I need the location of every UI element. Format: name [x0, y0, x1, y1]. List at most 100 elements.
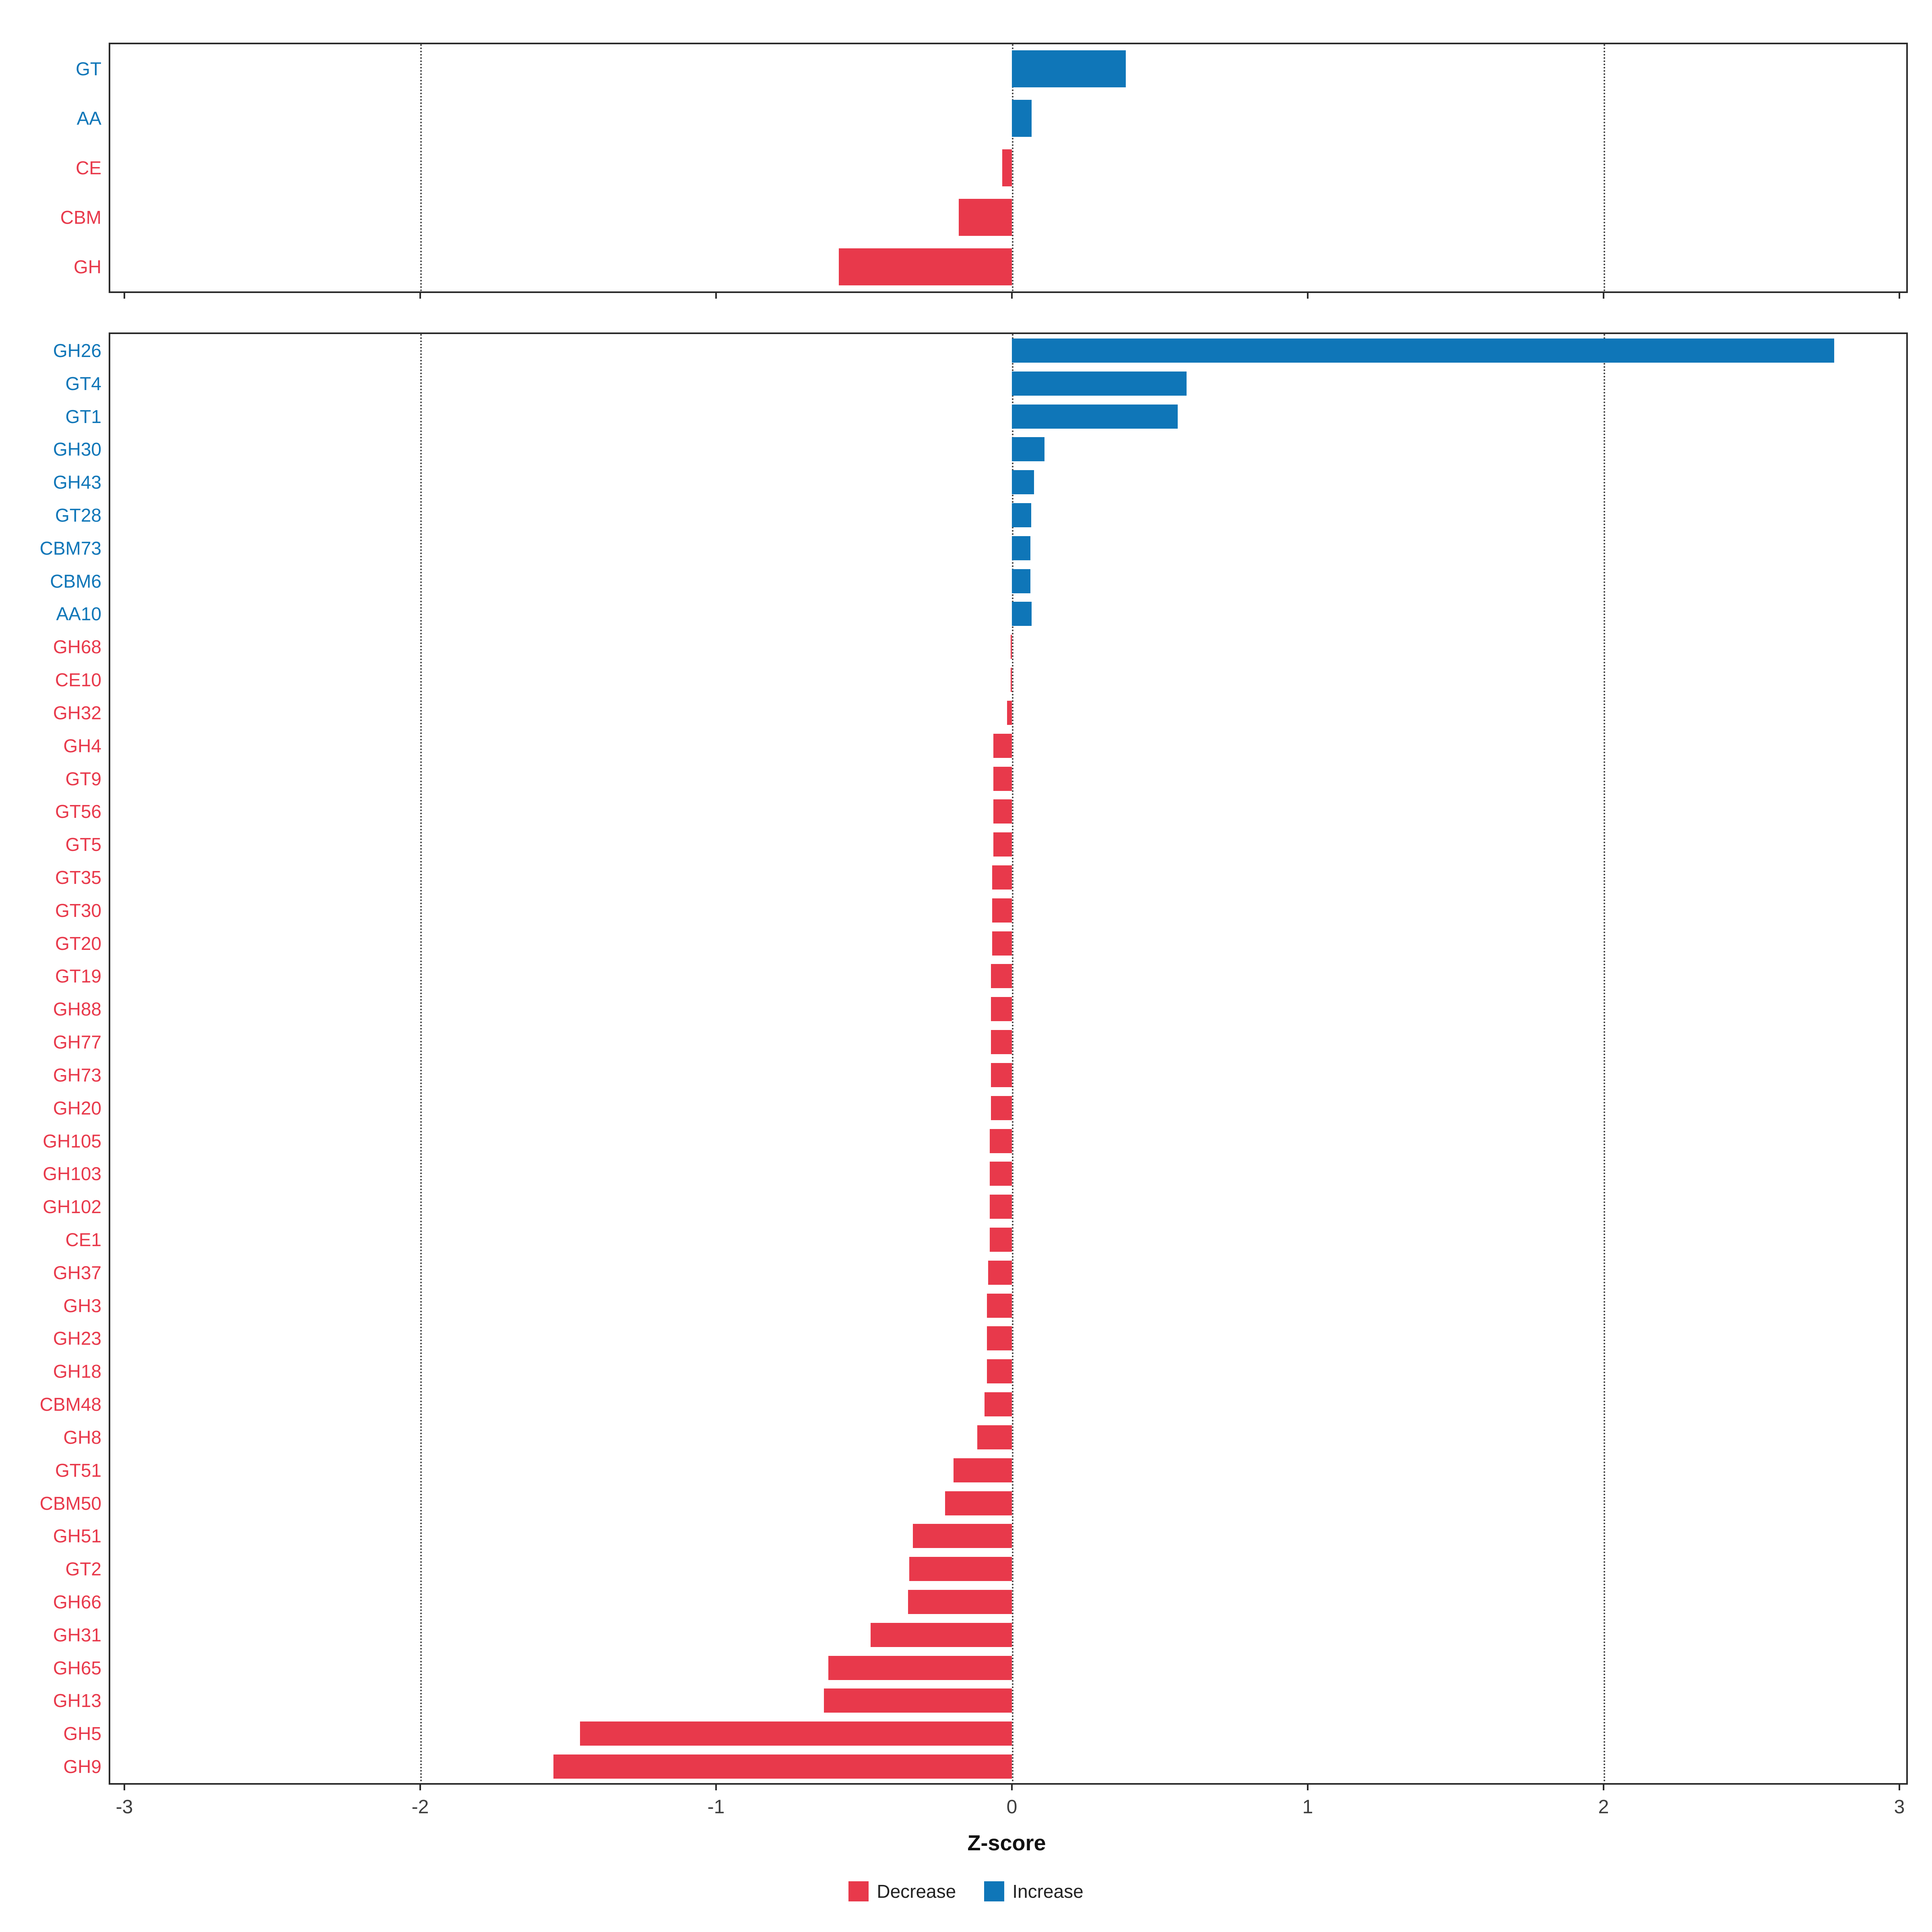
legend-swatch — [848, 1881, 869, 1901]
gridline — [420, 44, 422, 291]
x-tick-mark — [715, 1783, 717, 1790]
x-tick-mark — [1603, 1783, 1604, 1790]
bar — [1012, 503, 1031, 527]
bar — [1012, 569, 1031, 593]
y-tick-label: GT19 — [55, 966, 101, 987]
y-tick-label: GH31 — [53, 1624, 101, 1645]
bar — [993, 766, 1012, 791]
bar — [992, 931, 1012, 956]
cazyme-family-panel: GH26 GT4 GT1 GH30 GH43 GT28 CBM73 CBM6 AA10 GH68 C… — [40, 332, 1908, 1790]
x-tick-label: 1 — [1302, 1796, 1313, 1818]
bar — [824, 1688, 1012, 1713]
y-tick-label: GT4 — [65, 373, 101, 394]
legend: Decrease Increase — [0, 1880, 1932, 1902]
y-tick-label: GT9 — [65, 768, 101, 789]
bar — [993, 733, 1012, 758]
y-tick-label: GH3 — [63, 1295, 101, 1316]
y-tick-label: GH5 — [63, 1723, 101, 1744]
bar — [954, 1458, 1012, 1482]
y-tick-label: CE1 — [65, 1229, 101, 1250]
y-tick-label: GH66 — [53, 1591, 101, 1612]
bar — [1012, 536, 1031, 560]
bar — [1012, 437, 1044, 462]
y-tick-label: GH23 — [53, 1328, 101, 1349]
bar — [977, 1425, 1012, 1449]
y-tick-label: CBM48 — [39, 1394, 101, 1415]
x-tick-mark — [715, 291, 717, 299]
bar — [580, 1721, 1012, 1746]
y-tick-label: GT28 — [55, 505, 101, 526]
bar — [1012, 100, 1032, 137]
bar — [993, 799, 1012, 824]
y-tick-label: CE10 — [55, 669, 101, 691]
y-tick-label: GH32 — [53, 702, 101, 723]
x-tick-mark — [419, 1783, 421, 1790]
y-tick-label: GT1 — [65, 406, 101, 427]
gridline — [1604, 334, 1605, 1783]
x-tick-mark — [1899, 291, 1900, 299]
bar — [991, 1096, 1012, 1120]
bar — [1012, 371, 1187, 396]
bar — [912, 1524, 1012, 1548]
bar — [839, 248, 1012, 285]
bar — [1007, 700, 1012, 725]
y-tick-label: AA — [76, 108, 101, 129]
y-tick-label: GH4 — [63, 735, 101, 756]
bar — [989, 1228, 1012, 1252]
y-tick-label: GH26 — [53, 340, 101, 361]
bar — [992, 898, 1012, 923]
x-axis-title: Z-score — [967, 1831, 1046, 1855]
y-tick-label: GH103 — [43, 1163, 101, 1185]
bar — [1011, 668, 1012, 692]
y-tick-label: GH73 — [53, 1064, 101, 1086]
y-tick-label: GH37 — [53, 1262, 101, 1283]
y-tick-label: GH65 — [53, 1657, 101, 1678]
bar — [871, 1622, 1012, 1647]
gridline — [1012, 334, 1013, 1783]
y-tick-label: AA10 — [56, 603, 101, 625]
bar — [1012, 470, 1034, 495]
bar — [991, 1030, 1012, 1055]
x-tick-mark — [1307, 1783, 1309, 1790]
x-tick-label: 3 — [1894, 1796, 1905, 1818]
y-tick-label: GT51 — [55, 1459, 101, 1481]
y-tick-label: GH8 — [63, 1426, 101, 1448]
y-tick-label: CBM73 — [39, 537, 101, 559]
y-tick-label: GH18 — [53, 1361, 101, 1382]
x-tick-label: 2 — [1598, 1796, 1609, 1818]
x-tick-mark — [124, 1783, 125, 1790]
bar — [985, 1392, 1012, 1417]
x-tick-mark — [1307, 291, 1309, 299]
legend-item: Decrease — [848, 1880, 956, 1902]
bar — [945, 1491, 1012, 1515]
y-tick-label: GT5 — [65, 834, 101, 855]
y-tick-label: GH13 — [53, 1690, 101, 1711]
bar — [1011, 635, 1012, 659]
bar — [1012, 404, 1178, 429]
x-tick-label: 0 — [1006, 1796, 1018, 1818]
bar — [908, 1590, 1012, 1614]
x-tick-mark — [419, 291, 421, 299]
y-tick-label: GH51 — [53, 1525, 101, 1547]
y-tick-label: GT30 — [55, 900, 101, 921]
y-tick-label: CBM6 — [50, 570, 101, 592]
bar — [987, 1293, 1012, 1318]
y-tick-label: GH68 — [53, 636, 101, 658]
y-tick-label: GH9 — [63, 1756, 101, 1777]
y-tick-label: GT20 — [55, 933, 101, 954]
y-tick-label: GT2 — [65, 1558, 101, 1580]
bar — [989, 1129, 1012, 1153]
legend-label: Increase — [1012, 1881, 1084, 1902]
y-tick-label: GH77 — [53, 1032, 101, 1053]
x-tick-mark — [124, 291, 125, 299]
bar — [991, 964, 1012, 989]
x-tick-label: -1 — [707, 1796, 725, 1818]
y-tick-label: GH20 — [53, 1097, 101, 1119]
y-tick-label: GT — [76, 58, 101, 80]
y-tick-label: GT35 — [55, 867, 101, 888]
y-tick-label: GH88 — [53, 999, 101, 1020]
bar — [989, 1195, 1012, 1219]
cazyme-class-panel: GT AA CE CBM GH — [60, 43, 1908, 299]
bar — [553, 1754, 1012, 1779]
